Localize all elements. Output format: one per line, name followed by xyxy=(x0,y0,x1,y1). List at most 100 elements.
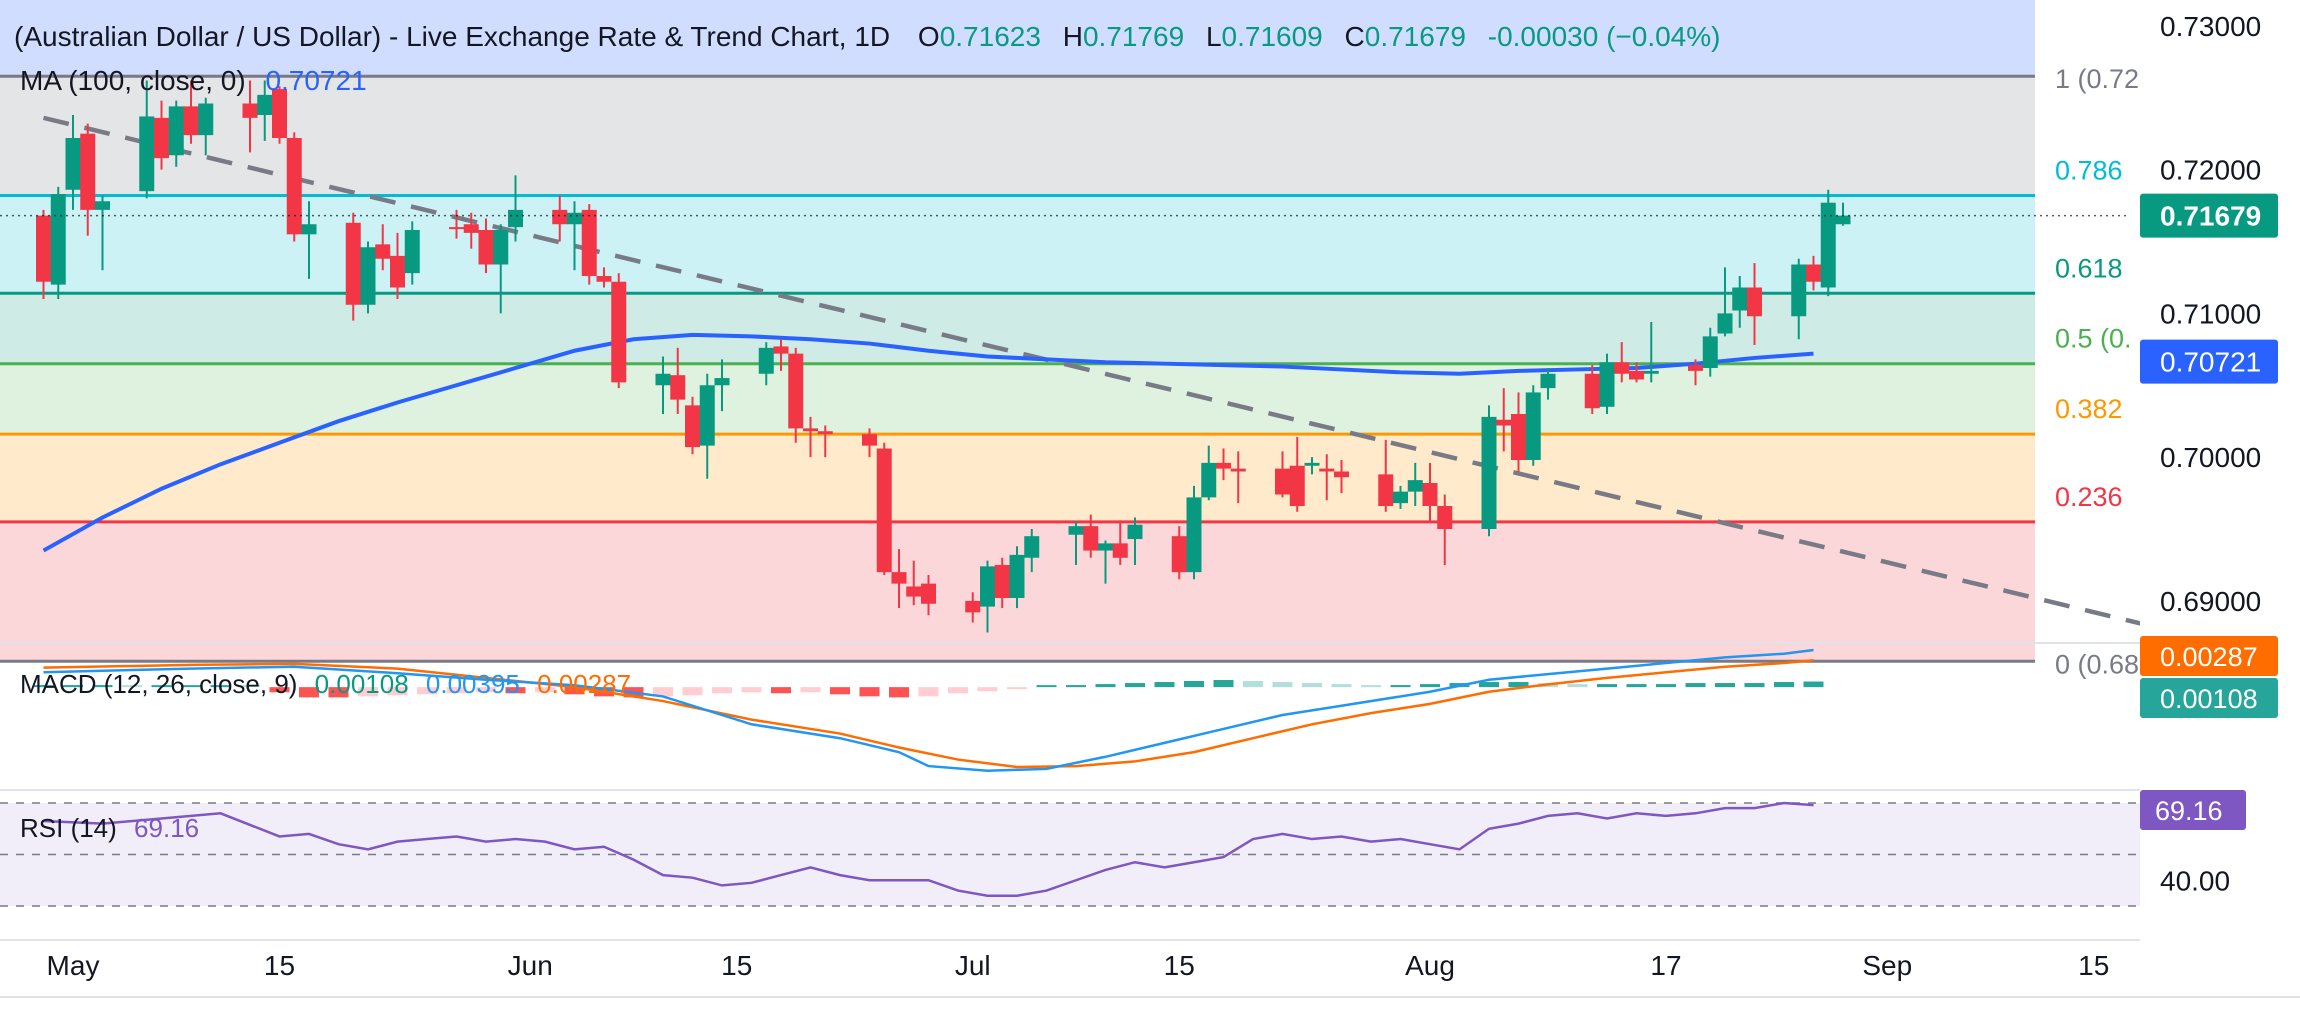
candle-body xyxy=(1378,474,1394,506)
macd-hist-bar xyxy=(446,687,467,694)
ma-legend[interactable]: MA (100, close, 0) 0.70721 xyxy=(20,65,367,96)
macd-signal-value: 0.00287 xyxy=(537,669,631,699)
candle-body xyxy=(463,224,479,233)
macd-hist-bar xyxy=(712,687,732,694)
candle xyxy=(670,347,686,414)
macd-hist-bar xyxy=(63,685,83,688)
rsi-badge-text: 69.16 xyxy=(2155,796,2223,826)
candle xyxy=(449,209,464,239)
candle xyxy=(921,575,936,616)
macd-hist-bar xyxy=(1420,684,1440,688)
macd-hist-bar xyxy=(1685,683,1706,688)
candle xyxy=(1407,462,1423,506)
candle-body xyxy=(803,428,818,432)
candle-body xyxy=(1540,373,1556,389)
candle xyxy=(80,123,96,236)
candle xyxy=(788,347,804,443)
rsi-line xyxy=(43,801,1814,897)
candle-body xyxy=(1614,362,1630,374)
macd-hist-bar xyxy=(948,687,968,694)
candle-body xyxy=(493,230,509,265)
price-axis-bg xyxy=(2140,0,2300,1030)
candle-body xyxy=(1407,480,1423,492)
candle-body xyxy=(449,227,464,230)
candle-body xyxy=(1717,313,1733,334)
candle-body xyxy=(980,566,995,607)
fib-level-label: 0.382 xyxy=(2055,394,2123,424)
candle xyxy=(183,80,199,144)
macd-hist-bar xyxy=(1744,683,1765,688)
ma-badge xyxy=(2140,339,2278,384)
candle-body xyxy=(1437,506,1453,529)
candle xyxy=(1643,322,1659,383)
macd-hist-bar xyxy=(417,687,437,695)
candle xyxy=(1437,494,1453,565)
macd-hist-bar xyxy=(859,687,880,697)
candle xyxy=(758,342,774,386)
candle-body xyxy=(1584,373,1600,409)
candle-body xyxy=(891,572,907,584)
candle xyxy=(1289,437,1305,512)
macd-hist-bar xyxy=(1272,682,1293,688)
candle-body xyxy=(1083,526,1099,551)
time-tick-label: 15 xyxy=(2078,950,2109,981)
macd-hist-badge xyxy=(2140,678,2278,718)
candle xyxy=(1216,448,1231,481)
macd-hist-bar xyxy=(1567,684,1588,688)
high-label: H xyxy=(1063,21,1083,52)
candle xyxy=(1599,353,1615,414)
candle xyxy=(257,80,273,141)
fib-zone xyxy=(0,293,2035,364)
candle-body xyxy=(257,94,273,115)
macd-legend[interactable]: MACD (12, 26, close, 9) 0.00108 0.00395 … xyxy=(20,669,631,699)
fib-zone xyxy=(0,76,2035,196)
macd-hist-bar xyxy=(918,687,939,697)
candle xyxy=(552,195,568,242)
candle xyxy=(1275,451,1290,498)
candle-body xyxy=(1112,543,1128,558)
macd-hist-bar xyxy=(1154,682,1175,688)
macd-hist-bar xyxy=(1184,681,1204,688)
candle xyxy=(1393,485,1408,509)
candle-body xyxy=(139,116,155,192)
macd-hist-bar xyxy=(977,687,998,692)
candle-body xyxy=(1496,419,1512,426)
macd-hist-value: 0.00108 xyxy=(315,669,409,699)
candle xyxy=(1747,263,1762,345)
candle xyxy=(803,416,818,458)
candle-body xyxy=(965,600,981,613)
price-tick-label: 0.70000 xyxy=(2160,442,2261,473)
macd-hist-badge-text: 0.00108 xyxy=(2160,684,2258,714)
candle-body xyxy=(1732,287,1748,311)
time-tick-label: Sep xyxy=(1862,950,1912,981)
low-label: L xyxy=(1206,21,1222,52)
macd-hist-bar xyxy=(1036,685,1057,688)
ma-badge-text: 0.70721 xyxy=(2160,347,2261,378)
candle-body xyxy=(375,244,391,259)
candle-body xyxy=(286,138,302,235)
candle xyxy=(906,560,922,606)
macd-line xyxy=(43,648,1814,772)
candle-body xyxy=(670,375,686,400)
macd-hist-bar xyxy=(1361,685,1381,688)
macd-hist-bar xyxy=(358,687,378,697)
candle-body xyxy=(345,222,361,305)
macd-hist-bar xyxy=(771,687,791,694)
candle-body xyxy=(1068,526,1084,535)
candle xyxy=(198,97,214,156)
change-value: -0.00030 (−0.04%) xyxy=(1488,21,1721,52)
candle-body xyxy=(1688,365,1703,371)
macd-hist-bar xyxy=(1243,681,1263,688)
candle-body xyxy=(1702,336,1718,368)
candle-body xyxy=(773,346,789,354)
macd-hist-bar xyxy=(1066,685,1086,688)
candle-body xyxy=(301,224,317,235)
candle xyxy=(581,204,597,285)
macd-hist-bar xyxy=(240,685,260,688)
rsi-legend[interactable]: RSI (14) 69.16 xyxy=(20,813,199,843)
candle-body xyxy=(1186,497,1202,573)
macd-hist-bar xyxy=(535,687,555,693)
macd-hist-bar xyxy=(328,687,349,698)
candle-body xyxy=(1525,392,1541,460)
